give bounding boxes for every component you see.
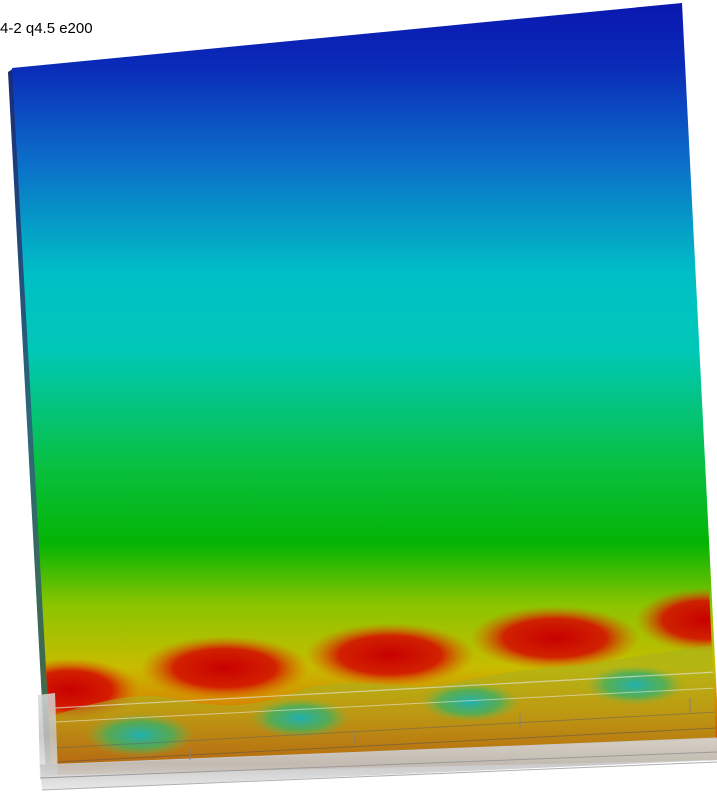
cool-spot [420, 682, 520, 722]
base-rail [40, 738, 717, 790]
red-region [470, 606, 640, 670]
cool-spot [585, 665, 685, 705]
base-rail [38, 693, 58, 778]
contour-panel[interactable] [12, 3, 717, 775]
rail-segments [189, 698, 691, 760]
viewport-title: 4-2 q4.5 e200 [0, 20, 93, 37]
base-overlay-line [54, 687, 717, 723]
base-overlay-line [54, 711, 717, 749]
base-rail-edge [39, 737, 717, 766]
base-overlay-line [54, 671, 717, 709]
cool-spot [250, 698, 350, 738]
base-rail-edge [41, 761, 717, 791]
red-region [305, 623, 475, 687]
cool-spot [85, 713, 195, 757]
red-region [140, 636, 310, 700]
base-overlay-line [54, 727, 717, 763]
base-rail-edge [39, 751, 717, 779]
red-region [635, 588, 717, 652]
